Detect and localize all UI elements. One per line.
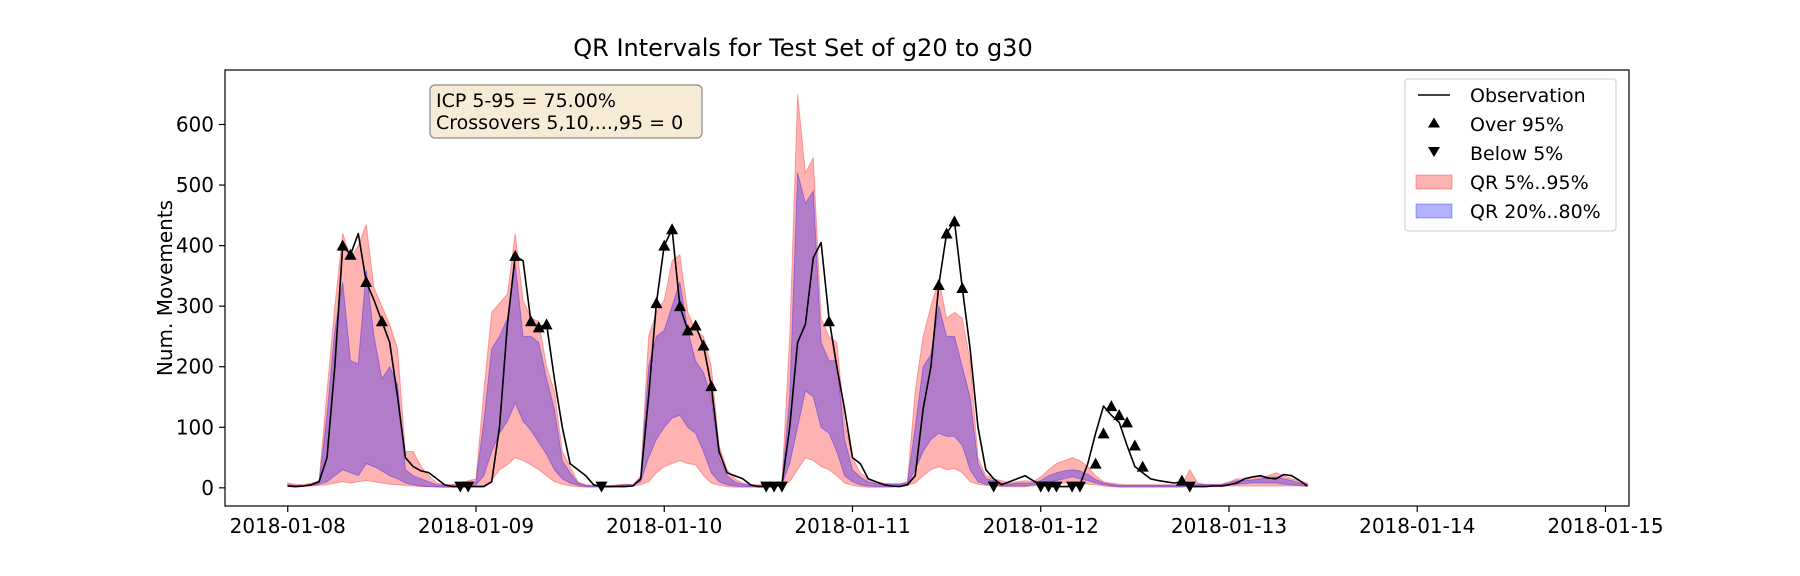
y-axis-label: Num. Movements — [153, 200, 177, 376]
below-5-marker — [987, 481, 1000, 493]
below-5-marker — [760, 481, 773, 493]
over-95-marker — [1097, 427, 1110, 439]
y-axis: 0 100 200 300 400 500 600 — [176, 113, 225, 500]
over-95-marker — [344, 248, 357, 260]
y-tick-label: 400 — [176, 234, 214, 258]
markers — [336, 215, 1196, 493]
over-95-marker — [1113, 409, 1126, 421]
over-95-marker — [705, 380, 718, 392]
over-95-marker — [1089, 457, 1102, 469]
y-tick-label: 300 — [176, 294, 214, 318]
y-tick-label: 0 — [201, 476, 214, 500]
over-95-marker — [697, 339, 710, 351]
below-5-marker — [595, 481, 608, 493]
stats-annotation: ICP 5-95 = 75.00% Crossovers 5,10,...,95… — [429, 84, 703, 139]
x-tick-label: 2018-01-14 — [1359, 514, 1475, 538]
legend-over-swatch — [1428, 117, 1440, 128]
legend-qr95-label: QR 5%..95% — [1470, 172, 1589, 194]
below-5-marker — [1183, 481, 1196, 493]
over-95-marker — [932, 278, 945, 290]
annotation-box — [429, 84, 703, 139]
x-tick-label: 2018-01-08 — [230, 514, 346, 538]
y-tick-label: 100 — [176, 415, 214, 439]
legend-qr80-label: QR 20%..80% — [1470, 201, 1601, 223]
over-95-marker — [375, 315, 388, 327]
plot-frame — [224, 69, 1630, 507]
over-95-marker — [336, 239, 349, 251]
below-5-marker — [454, 481, 467, 493]
x-tick-label: 2018-01-10 — [606, 514, 722, 538]
x-tick-label: 2018-01-12 — [983, 514, 1099, 538]
over-95-marker — [1105, 400, 1118, 412]
x-tick-label: 2018-01-11 — [794, 514, 910, 538]
chart-title: QR Intervals for Test Set of g20 to g30 — [573, 34, 1032, 62]
below-5-marker — [1042, 481, 1055, 493]
over-95-marker — [524, 315, 537, 327]
annotation-line-2: Crossovers 5,10,...,95 = 0 — [436, 112, 683, 134]
annotation-line-1: ICP 5-95 = 75.00% — [436, 90, 616, 112]
legend-observation-label: Observation — [1470, 85, 1586, 107]
legend-qr95-swatch — [1415, 174, 1453, 190]
y-tick-label: 500 — [176, 173, 214, 197]
legend-below-swatch — [1428, 147, 1440, 157]
legend-qr80-swatch — [1415, 203, 1453, 219]
x-tick-label: 2018-01-13 — [1171, 514, 1287, 538]
over-95-marker — [666, 223, 679, 235]
over-95-marker — [681, 324, 694, 336]
legend-below-label: Below 5% — [1470, 143, 1563, 165]
bands — [287, 94, 1308, 488]
below-5-marker — [768, 481, 781, 493]
over-95-marker — [689, 319, 702, 331]
below-5-marker — [775, 481, 788, 493]
over-95-marker — [822, 315, 835, 327]
legend: Observation Over 95% Below 5% QR 5%..95%… — [1404, 78, 1617, 232]
below-5-marker — [1034, 481, 1047, 493]
over-95-marker — [948, 215, 961, 227]
over-95-marker — [650, 297, 663, 309]
y-tick-label: 600 — [176, 113, 214, 137]
over-95-marker — [673, 300, 686, 312]
x-axis: 2018-01-08 2018-01-09 2018-01-10 2018-01-11… — [230, 506, 1664, 538]
over-95-marker — [956, 282, 969, 293]
x-tick-label: 2018-01-09 — [418, 514, 534, 538]
over-95-marker — [509, 249, 522, 261]
over-95-marker — [1136, 460, 1149, 472]
over-95-marker — [658, 239, 671, 251]
over-95-marker — [540, 318, 553, 330]
over-95-marker — [360, 275, 373, 287]
x-tick-label: 2018-01-15 — [1547, 514, 1663, 538]
below-5-marker — [462, 481, 475, 493]
legend-frame — [1404, 78, 1617, 232]
below-5-marker — [1073, 481, 1086, 493]
below-5-marker — [1066, 481, 1079, 493]
y-tick-label: 200 — [176, 355, 214, 379]
over-95-marker — [1121, 416, 1134, 428]
over-95-marker — [1128, 439, 1141, 451]
over-95-marker — [532, 321, 545, 333]
below-5-marker — [1050, 481, 1063, 493]
legend-over-label: Over 95% — [1470, 114, 1564, 136]
over-95-marker — [940, 227, 953, 239]
